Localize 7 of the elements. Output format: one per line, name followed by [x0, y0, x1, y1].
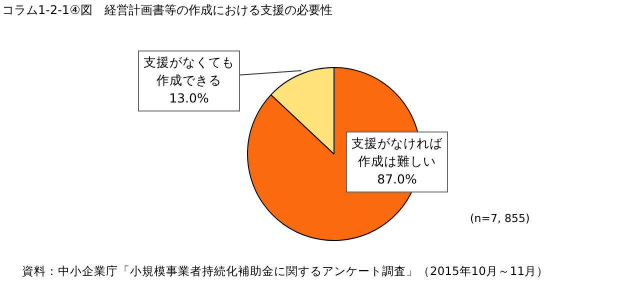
slice-label: 支援がなくても作成できる	[144, 54, 234, 88]
chart-title: コラム1-2-1④図 経営計画書等の作成における支援の必要性	[2, 2, 332, 19]
text: (n=7, 855)	[470, 212, 530, 225]
data-label: 87.0%	[377, 171, 417, 186]
text: 資料：中小企業庁「小規模事業者持続化補助金に関するアンケート調査」（2015年10月～11月）	[22, 264, 549, 279]
slice-label: 支援がなければ作成は難しい	[352, 135, 444, 168]
data-label: 13.0%	[169, 90, 209, 106]
